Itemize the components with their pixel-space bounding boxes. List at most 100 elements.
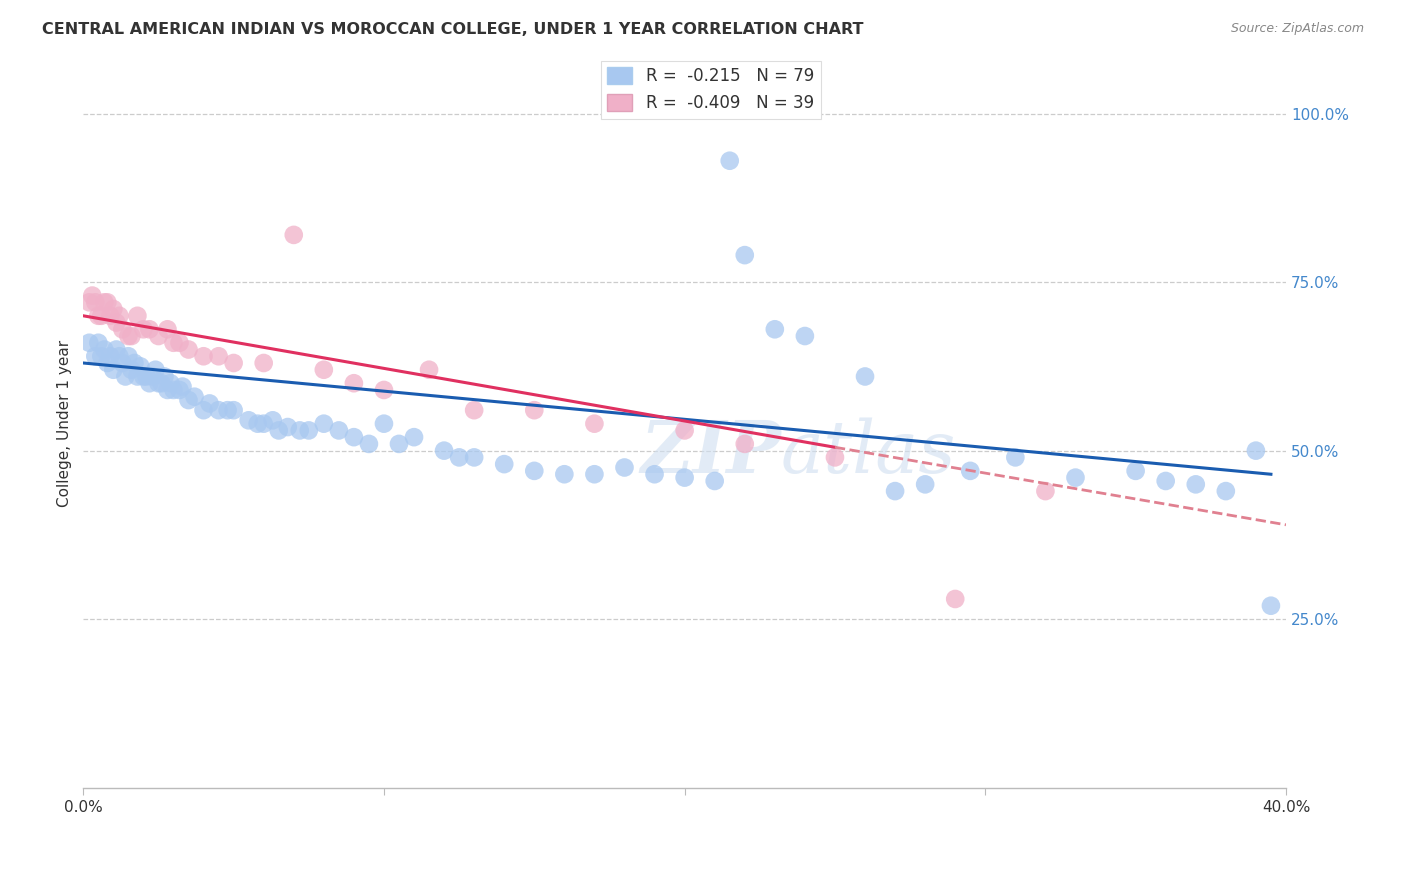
Point	[87, 309, 110, 323]
Point	[343, 376, 366, 391]
Point	[127, 369, 149, 384]
Point	[103, 363, 125, 377]
Point	[673, 424, 696, 438]
Text: CENTRAL AMERICAN INDIAN VS MOROCCAN COLLEGE, UNDER 1 YEAR CORRELATION CHART: CENTRAL AMERICAN INDIAN VS MOROCCAN COLL…	[42, 22, 863, 37]
Point	[449, 450, 471, 465]
Point	[193, 349, 215, 363]
Point	[1064, 470, 1087, 484]
Point	[169, 383, 191, 397]
Point	[312, 363, 335, 377]
Point	[84, 349, 107, 363]
Point	[93, 343, 115, 357]
Point	[553, 467, 575, 482]
Point	[79, 295, 101, 310]
Point	[132, 369, 155, 384]
Point	[177, 393, 200, 408]
Point	[373, 417, 395, 431]
Point	[120, 329, 142, 343]
Point	[93, 295, 115, 310]
Point	[402, 430, 425, 444]
Point	[193, 403, 215, 417]
Point	[96, 356, 118, 370]
Point	[148, 376, 170, 391]
Point	[87, 335, 110, 350]
Point	[84, 295, 107, 310]
Point	[914, 477, 936, 491]
Point	[79, 335, 101, 350]
Point	[463, 450, 485, 465]
Point	[82, 288, 104, 302]
Point	[114, 369, 136, 384]
Point	[298, 424, 321, 438]
Point	[357, 437, 380, 451]
Point	[120, 363, 142, 377]
Point	[108, 349, 131, 363]
Point	[222, 356, 245, 370]
Point	[433, 443, 456, 458]
Point	[159, 376, 181, 391]
Point	[1035, 484, 1057, 499]
Point	[117, 349, 139, 363]
Point	[135, 369, 157, 384]
Text: ZIP: ZIP	[640, 417, 780, 488]
Point	[156, 383, 179, 397]
Point	[153, 369, 176, 384]
Y-axis label: College, Under 1 year: College, Under 1 year	[58, 340, 72, 508]
Point	[169, 335, 191, 350]
Point	[1244, 443, 1267, 458]
Point	[463, 403, 485, 417]
Text: atlas: atlas	[780, 417, 956, 488]
Point	[1125, 464, 1147, 478]
Point	[90, 349, 112, 363]
Text: Source: ZipAtlas.com: Source: ZipAtlas.com	[1230, 22, 1364, 36]
Point	[763, 322, 786, 336]
Point	[111, 322, 134, 336]
Point	[1215, 484, 1237, 499]
Point	[1184, 477, 1206, 491]
Point	[644, 467, 666, 482]
Point	[222, 403, 245, 417]
Point	[150, 376, 173, 391]
Point	[288, 424, 311, 438]
Point	[103, 301, 125, 316]
Point	[734, 248, 756, 262]
Point	[138, 376, 160, 391]
Point	[207, 403, 229, 417]
Point	[523, 403, 546, 417]
Point	[959, 464, 981, 478]
Point	[253, 356, 276, 370]
Point	[129, 359, 152, 374]
Point	[703, 474, 725, 488]
Point	[328, 424, 350, 438]
Point	[96, 295, 118, 310]
Point	[162, 383, 184, 397]
Point	[148, 329, 170, 343]
Point	[523, 464, 546, 478]
Point	[124, 356, 146, 370]
Point	[217, 403, 239, 417]
Point	[141, 369, 163, 384]
Point	[1004, 450, 1026, 465]
Point	[162, 335, 184, 350]
Point	[373, 383, 395, 397]
Point	[673, 470, 696, 484]
Point	[138, 322, 160, 336]
Point	[198, 396, 221, 410]
Point	[613, 460, 636, 475]
Point	[172, 379, 194, 393]
Point	[884, 484, 907, 499]
Point	[343, 430, 366, 444]
Point	[824, 450, 846, 465]
Point	[207, 349, 229, 363]
Point	[238, 413, 260, 427]
Point	[253, 417, 276, 431]
Point	[156, 322, 179, 336]
Point	[183, 390, 205, 404]
Point	[583, 417, 606, 431]
Point	[98, 349, 121, 363]
Point	[267, 424, 290, 438]
Point	[583, 467, 606, 482]
Point	[262, 413, 284, 427]
Legend: R =  -0.215   N = 79, R =  -0.409   N = 39: R = -0.215 N = 79, R = -0.409 N = 39	[600, 61, 821, 119]
Point	[718, 153, 741, 168]
